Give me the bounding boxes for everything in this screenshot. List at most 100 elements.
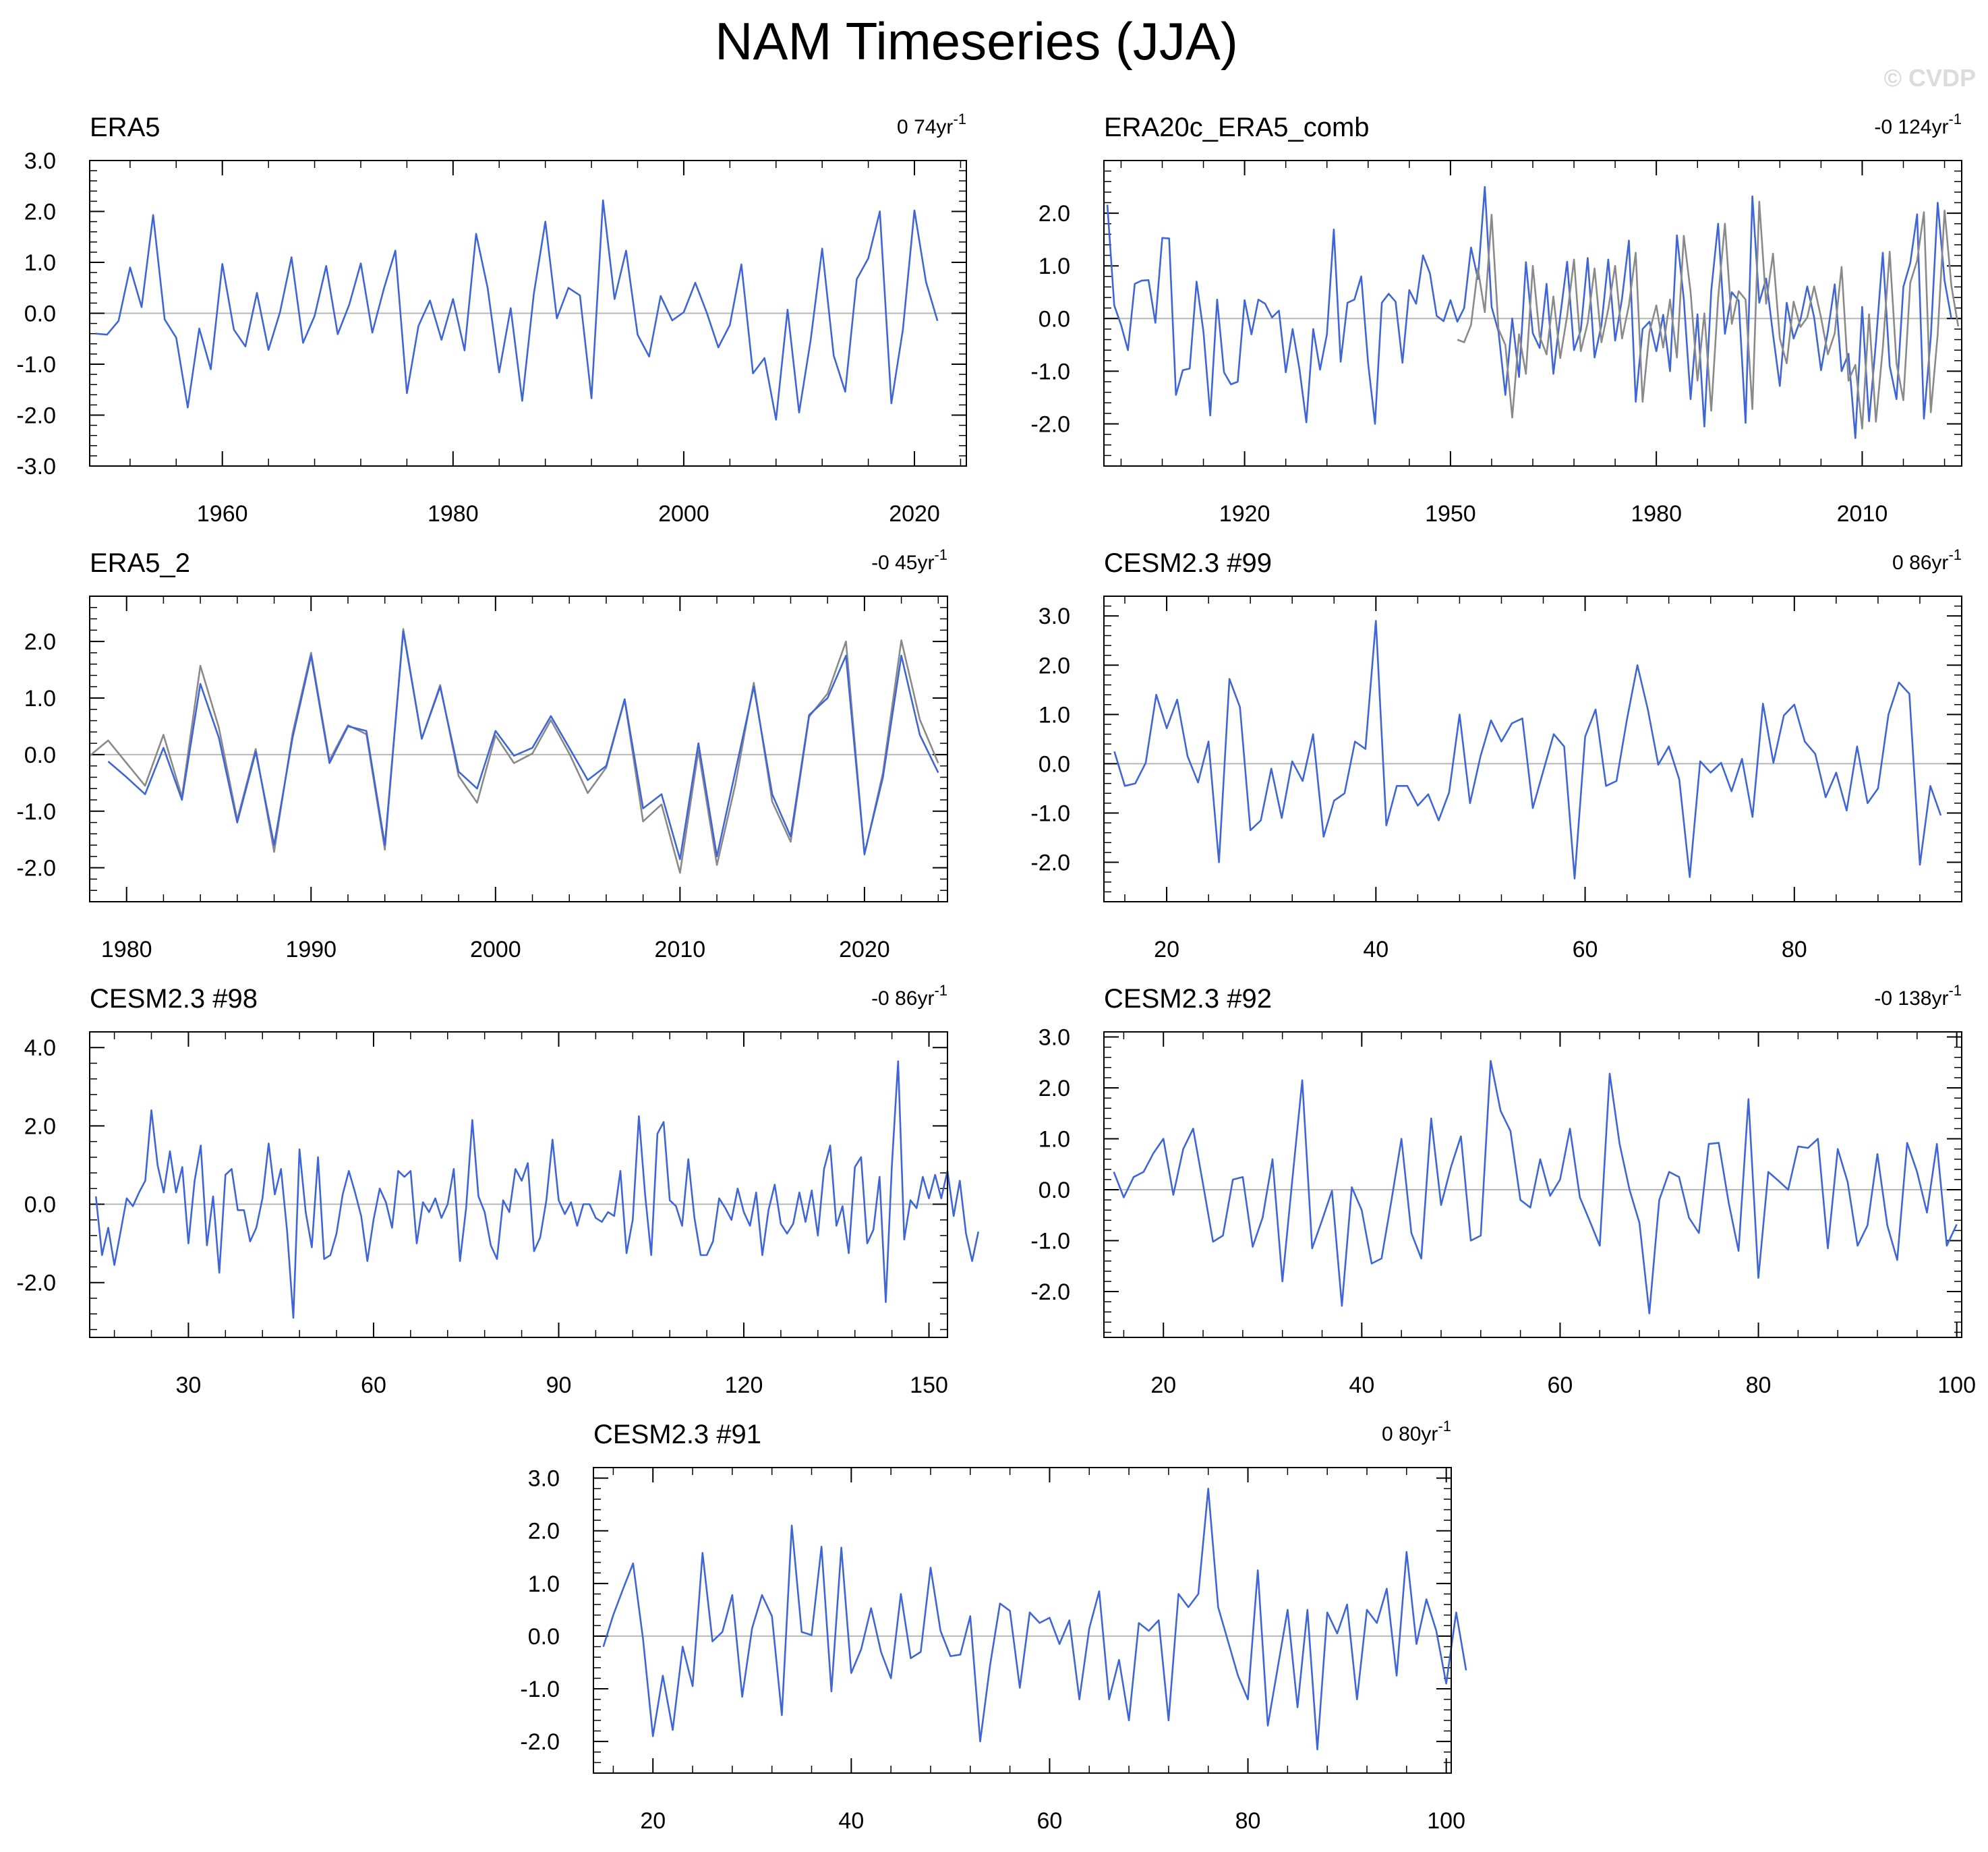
y-tick-label: 1.0: [24, 250, 56, 276]
trend-value: -0 45yr: [871, 552, 934, 574]
x-tick-label: 20: [1150, 1372, 1176, 1398]
panel-title: CESM2.3 #91: [593, 1420, 761, 1449]
trend-superscript: -1: [953, 111, 966, 127]
y-tick-label: -3.0: [16, 454, 56, 480]
plot-frame: [593, 1467, 1452, 1774]
trend-label: 0 74yr-1: [897, 111, 966, 138]
y-tick-label: 1.0: [24, 686, 56, 712]
x-tick-label: 30: [176, 1372, 202, 1398]
x-tick-label: 100: [1427, 1808, 1465, 1834]
y-tick-label: 2.0: [1039, 1076, 1070, 1101]
y-tick-label: -1.0: [1030, 1229, 1070, 1254]
chart-panel: CESM2.3 #92 -0 138yr-1 -2.0 -1.0 0.0 1.0 2.0 3.…: [1030, 982, 1976, 1398]
x-tick-label: 1980: [428, 501, 479, 527]
panel-title: CESM2.3 #98: [90, 984, 258, 1014]
trend-value: 0 80yr: [1382, 1423, 1438, 1445]
series-line: [89, 628, 939, 874]
x-tick-label: 40: [1363, 937, 1388, 962]
x-tick-label: 100: [1937, 1372, 1976, 1398]
series-line: [94, 1060, 980, 1319]
trend-value: 0 86yr: [1892, 552, 1948, 574]
y-tick-label: -1.0: [16, 352, 56, 378]
y-tick-label: 2.0: [24, 200, 56, 225]
trend-value: -0 124yr: [1874, 116, 1948, 138]
chart-panel: CESM2.3 #99 0 86yr-1 -2.0 -1.0 0.0 1.0 2.0 3.0 2…: [1030, 546, 1962, 962]
trend-superscript: -1: [1438, 1418, 1451, 1435]
trend-superscript: -1: [934, 982, 947, 999]
trend-superscript: -1: [1948, 546, 1962, 563]
y-tick-label: -1.0: [1030, 359, 1070, 384]
plot-frame: [1103, 160, 1962, 467]
x-tick-label: 120: [725, 1372, 763, 1398]
chart-panel: CESM2.3 #98 -0 86yr-1 -2.0 0.0 2.0 4.0 30 60 90 1…: [16, 982, 980, 1398]
y-tick-label: 1.0: [1039, 1127, 1070, 1153]
x-tick-label: 2000: [658, 501, 709, 527]
x-tick-label: 80: [1782, 937, 1807, 962]
trend-label: -0 86yr-1: [871, 982, 947, 1010]
x-tick-label: 1920: [1219, 501, 1270, 527]
y-tick-label: 2.0: [24, 629, 56, 655]
y-tick-label: -1.0: [1030, 801, 1070, 826]
x-tick-label: 2010: [655, 937, 706, 962]
x-tick-label: 1990: [285, 937, 337, 962]
y-tick-label: 3.0: [1039, 1025, 1070, 1051]
x-tick-label: 2020: [839, 937, 890, 962]
trend-value: -0 138yr: [1874, 987, 1948, 1010]
trend-label: -0 45yr-1: [871, 546, 947, 574]
x-tick-label: 60: [1037, 1808, 1063, 1834]
series-line: [1113, 620, 1942, 879]
x-tick-label: 40: [838, 1808, 864, 1834]
x-tick-label: 1960: [197, 501, 248, 527]
y-tick-label: 2.0: [24, 1113, 56, 1139]
y-tick-label: -2.0: [1030, 850, 1070, 876]
y-tick-label: 0.0: [528, 1624, 560, 1650]
series-line: [107, 630, 939, 861]
chart-panel: ERA20c_ERA5_comb -0 124yr-1 -2.0 -1.0 0.0 1.0…: [1030, 111, 1962, 527]
plot-frame: [89, 1031, 948, 1338]
y-tick-label: 0.0: [24, 301, 56, 327]
trend-label: 0 86yr-1: [1892, 546, 1962, 574]
trend-superscript: -1: [934, 546, 947, 563]
x-tick-label: 2020: [889, 501, 940, 527]
x-tick-label: 1980: [1631, 501, 1682, 527]
x-tick-label: 60: [361, 1372, 386, 1398]
x-tick-label: 1980: [101, 937, 152, 962]
y-tick-label: -1.0: [520, 1677, 560, 1702]
x-tick-label: 20: [640, 1808, 666, 1834]
plot-frame: [89, 160, 967, 467]
chart-panel: CESM2.3 #91 0 80yr-1 -2.0 -1.0 0.0 1.0 2.0 3.0 2…: [520, 1418, 1467, 1834]
x-tick-label: 2010: [1837, 501, 1888, 527]
y-tick-label: 1.0: [1039, 254, 1070, 279]
series-line: [1113, 1060, 1958, 1314]
y-tick-label: 2.0: [1039, 653, 1070, 678]
y-tick-label: 1.0: [528, 1571, 560, 1597]
figure-title: NAM Timeseries (JJA): [715, 11, 1238, 71]
plot-frame: [89, 596, 948, 902]
y-tick-label: 2.0: [528, 1519, 560, 1544]
y-tick-label: 3.0: [528, 1466, 560, 1492]
y-tick-label: -2.0: [520, 1729, 560, 1755]
y-tick-label: 0.0: [1039, 1178, 1070, 1203]
chart-panel: ERA5 0 74yr-1 -3.0 -2.0 -1.0 0.0 1.0 2.0 3.0 1960…: [16, 111, 967, 527]
x-tick-label: 80: [1746, 1372, 1772, 1398]
y-tick-label: -1.0: [16, 799, 56, 825]
y-tick-label: -2.0: [1030, 412, 1070, 438]
trend-superscript: -1: [1948, 982, 1962, 999]
panels-container: ERA5 0 74yr-1-3.0-2.0-1.00.01.02.03.01960…: [16, 111, 1976, 1834]
y-tick-label: 3.0: [1039, 604, 1070, 629]
trend-value: -0 86yr: [871, 987, 934, 1010]
series-line: [95, 199, 939, 421]
y-tick-label: 4.0: [24, 1035, 56, 1061]
series-line: [1457, 200, 1960, 430]
trend-label: -0 138yr-1: [1874, 982, 1962, 1010]
x-tick-label: 60: [1573, 937, 1598, 962]
x-tick-label: 20: [1154, 937, 1179, 962]
trend-superscript: -1: [1948, 111, 1962, 127]
x-tick-label: 150: [910, 1372, 948, 1398]
cvdp-watermark: © CVDP: [1883, 64, 1976, 92]
x-tick-label: 2000: [470, 937, 521, 962]
x-tick-label: 40: [1349, 1372, 1374, 1398]
y-tick-label: 1.0: [1039, 702, 1070, 728]
trend-label: -0 124yr-1: [1874, 111, 1962, 138]
